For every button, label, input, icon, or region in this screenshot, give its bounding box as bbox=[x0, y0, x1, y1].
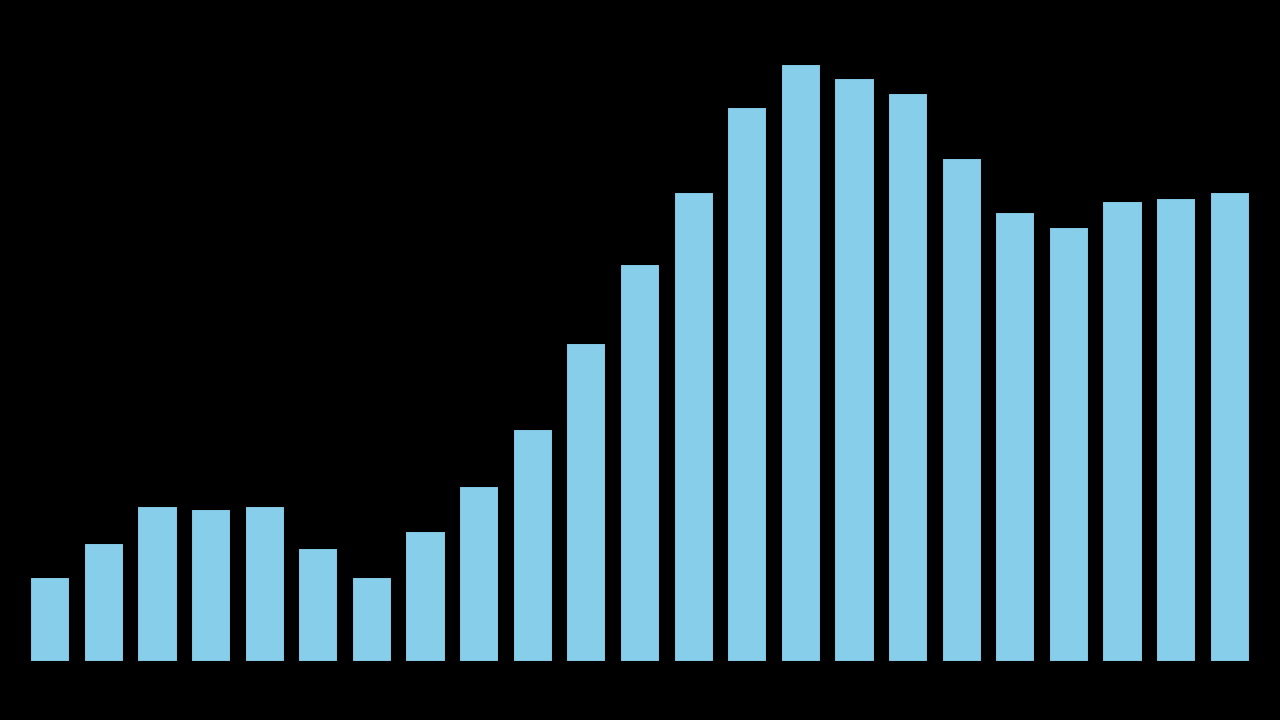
Bar bbox=[673, 192, 714, 662]
Bar bbox=[352, 577, 392, 662]
Bar bbox=[513, 429, 553, 662]
Bar bbox=[888, 93, 928, 662]
Bar bbox=[31, 577, 70, 662]
Bar bbox=[83, 543, 124, 662]
Bar bbox=[781, 64, 820, 662]
Bar bbox=[1048, 227, 1089, 662]
Bar bbox=[566, 343, 607, 662]
Bar bbox=[298, 549, 338, 662]
Bar bbox=[1156, 198, 1197, 662]
Bar bbox=[995, 212, 1036, 662]
Bar bbox=[1210, 192, 1249, 662]
Bar bbox=[620, 264, 660, 662]
Bar bbox=[942, 158, 982, 662]
Bar bbox=[191, 508, 232, 662]
Bar bbox=[727, 107, 767, 662]
Bar bbox=[460, 486, 499, 662]
Bar bbox=[244, 505, 285, 662]
Bar bbox=[137, 505, 178, 662]
Bar bbox=[406, 531, 445, 662]
Bar bbox=[1102, 201, 1143, 662]
Bar bbox=[835, 78, 874, 662]
